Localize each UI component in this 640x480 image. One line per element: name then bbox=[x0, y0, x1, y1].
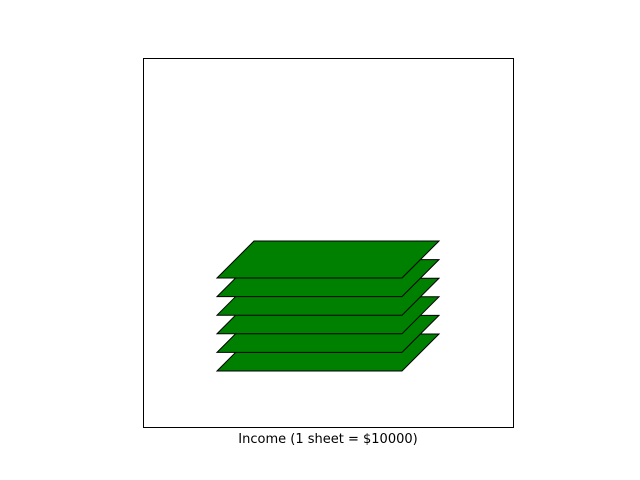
money-stack bbox=[215, 240, 441, 372]
axes-frame bbox=[143, 58, 514, 428]
money-sheet-6 bbox=[215, 240, 441, 279]
x-axis-label: Income (1 sheet = $10000) bbox=[238, 432, 417, 447]
